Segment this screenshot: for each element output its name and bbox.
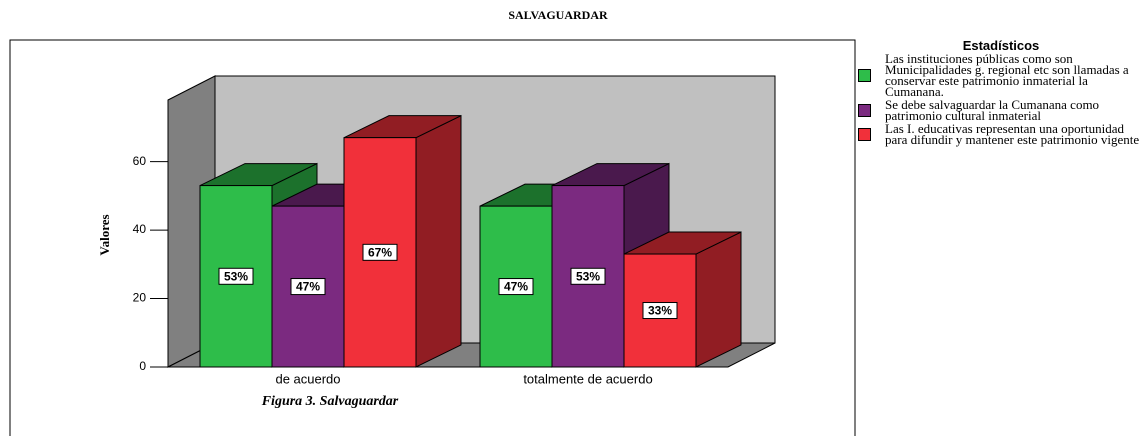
value-label: 47%: [296, 280, 320, 294]
legend-entry: Se debe salvaguardar la Cumanana como pa…: [858, 97, 1144, 123]
y-axis-label: Valores: [97, 214, 112, 255]
legend: Estadísticos Las instituciones públicas …: [858, 38, 1144, 147]
legend-entry: Las I. educativas representan una oportu…: [858, 121, 1144, 147]
legend-title: Estadísticos: [962, 38, 1040, 53]
value-label-box: [498, 278, 534, 296]
y-tick-label: 0: [139, 359, 146, 373]
value-label: 67%: [368, 245, 392, 259]
value-label: 33%: [648, 304, 672, 318]
legend-label: Las instituciones públicas como son Muni…: [885, 51, 1129, 99]
legend-entry: Las instituciones públicas como son Muni…: [858, 51, 1144, 99]
value-label-box: [570, 267, 606, 285]
value-label: 47%: [504, 280, 528, 294]
value-label-box: [362, 243, 398, 261]
bar-side: [695, 231, 742, 368]
value-label: 53%: [576, 269, 600, 283]
legend-swatch: [858, 103, 871, 117]
chart-frame: [9, 39, 856, 436]
legend-label: Las I. educativas representan una oportu…: [885, 121, 1140, 147]
bar: [623, 231, 742, 368]
y-tick-label: 40: [133, 222, 147, 236]
bar: [343, 114, 462, 368]
value-label-box: [642, 302, 678, 320]
value-label: 53%: [224, 269, 248, 283]
value-label-box: [218, 267, 254, 285]
legend-swatch: [858, 127, 871, 141]
y-tick-label: 60: [133, 154, 147, 168]
legend-label: Se debe salvaguardar la Cumanana como pa…: [885, 97, 1100, 123]
chart-title: SALVAGUARDAR: [508, 8, 608, 22]
y-tick-label: 20: [133, 291, 147, 305]
bar-side: [415, 114, 462, 368]
x-tick-label: de acuerdo: [275, 371, 340, 386]
legend-swatch: [858, 68, 871, 82]
x-tick-label: totalmente de acuerdo: [523, 371, 652, 386]
caption: Figura 3. Salvaguardar: [261, 394, 399, 409]
value-label-box: [290, 278, 326, 296]
